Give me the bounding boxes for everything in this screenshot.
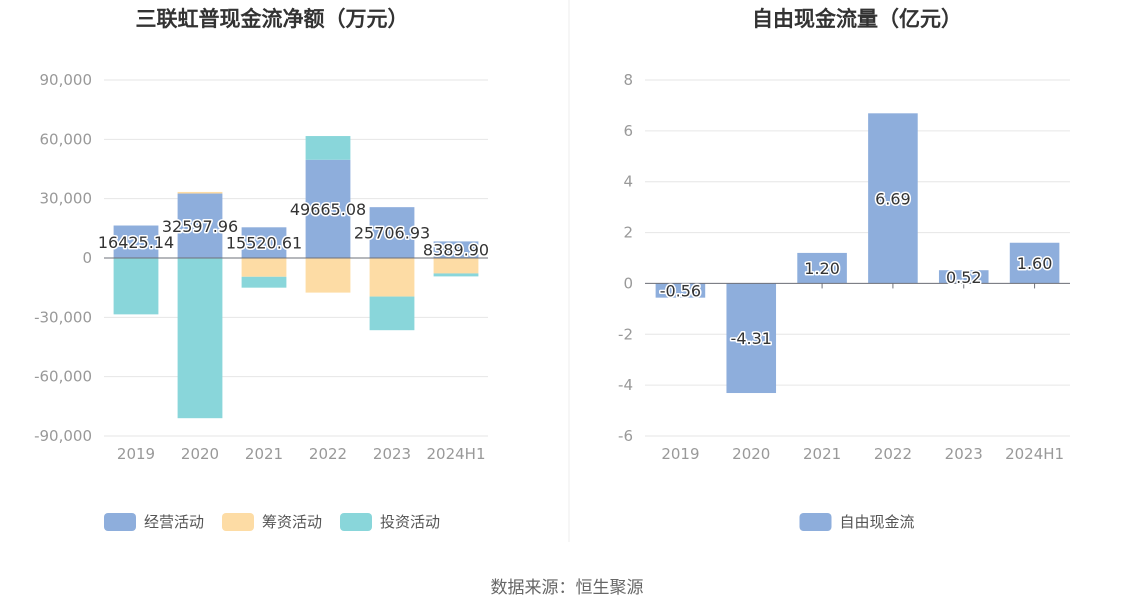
x-tick-label: 2020 [181, 445, 219, 463]
y-tick-label: 60,000 [40, 130, 93, 148]
bar [433, 241, 479, 258]
legend-label: 筹资活动 [262, 513, 322, 531]
data-label: 8389.90 [423, 241, 489, 260]
x-tick-label: 2022 [874, 445, 912, 463]
bar [369, 258, 415, 297]
data-label: 0.52 [946, 268, 982, 287]
y-tick-label: -4 [618, 376, 633, 394]
x-tick-label: 2023 [373, 445, 411, 463]
data-label: -0.56 [660, 282, 701, 301]
bar [797, 252, 847, 284]
chart-title: 自由现金流量（亿元） [752, 7, 962, 31]
y-tick-label: 4 [623, 173, 633, 191]
data-label: 25706.93 [354, 224, 430, 243]
y-tick-label: -2 [618, 325, 633, 343]
bar [241, 276, 287, 288]
y-tick-label: 0 [623, 274, 633, 292]
y-tick-label: -30,000 [34, 308, 92, 326]
free-cashflow-chart: 自由现金流量（亿元） 8 6 4 2 0 -2 -4 -6 2019 2020 2021 2022 202… [618, 7, 1070, 531]
legend-label: 经营活动 [144, 513, 204, 531]
y-tick-label: 6 [623, 122, 633, 140]
x-tick-label: 2019 [661, 445, 699, 463]
bar [305, 159, 351, 258]
x-tick-label: 2023 [945, 445, 983, 463]
legend-swatch [799, 513, 832, 531]
data-label: 1.20 [804, 259, 840, 278]
x-tick-label: 2024H1 [427, 445, 486, 463]
data-label: 32597.96 [162, 217, 238, 236]
data-label: 1.60 [1017, 254, 1053, 273]
x-tick-label: 2019 [117, 445, 155, 463]
y-tick-label: -6 [618, 427, 633, 445]
bar [177, 193, 223, 258]
x-tick-label: 2020 [732, 445, 770, 463]
bar [1009, 242, 1060, 284]
operating-cashflow-chart: 三联虹普现金流净额（万元） 90,000 60,000 30,000 0 -30,000 -… [34, 7, 491, 531]
bar [938, 270, 989, 284]
x-tick-label: 2022 [309, 445, 347, 463]
bar [305, 258, 351, 293]
x-tick-label: 2021 [245, 445, 283, 463]
y-tick-label: 30,000 [40, 190, 93, 208]
bar [177, 191, 223, 194]
data-label: 49665.08 [290, 200, 366, 219]
data-label: 6.69 [875, 189, 911, 208]
bar [241, 227, 287, 258]
bar [113, 225, 159, 258]
bar [113, 258, 159, 315]
data-label: -4.31 [731, 329, 772, 348]
bar [868, 113, 918, 284]
data-source: 数据来源：恒生聚源 [491, 578, 644, 598]
bar [177, 258, 223, 419]
legend-label: 自由现金流 [840, 513, 915, 531]
legend-label: 投资活动 [380, 513, 440, 531]
bar [369, 207, 415, 258]
bar [241, 258, 287, 277]
y-tick-label: 2 [623, 224, 633, 242]
bar [433, 258, 479, 274]
y-tick-label: 8 [623, 71, 633, 89]
y-tick-label: 90,000 [40, 71, 93, 89]
bar [726, 283, 777, 394]
bar [433, 273, 479, 277]
bar [305, 136, 351, 160]
y-tick-label: -90,000 [34, 427, 92, 445]
chart-title: 三联虹普现金流净额（万元） [136, 7, 409, 31]
y-tick-label: 0 [82, 249, 92, 267]
legend-swatch [222, 513, 254, 531]
bar [655, 283, 706, 298]
x-tick-label: 2021 [803, 445, 841, 463]
legend-swatch [104, 513, 136, 531]
data-label: 15520.61 [226, 234, 302, 253]
legend-swatch [340, 513, 372, 531]
x-tick-label: 2024H1 [1005, 445, 1064, 463]
data-label: 16425.14 [98, 233, 174, 252]
bar [369, 296, 415, 331]
y-tick-label: -60,000 [34, 368, 92, 386]
